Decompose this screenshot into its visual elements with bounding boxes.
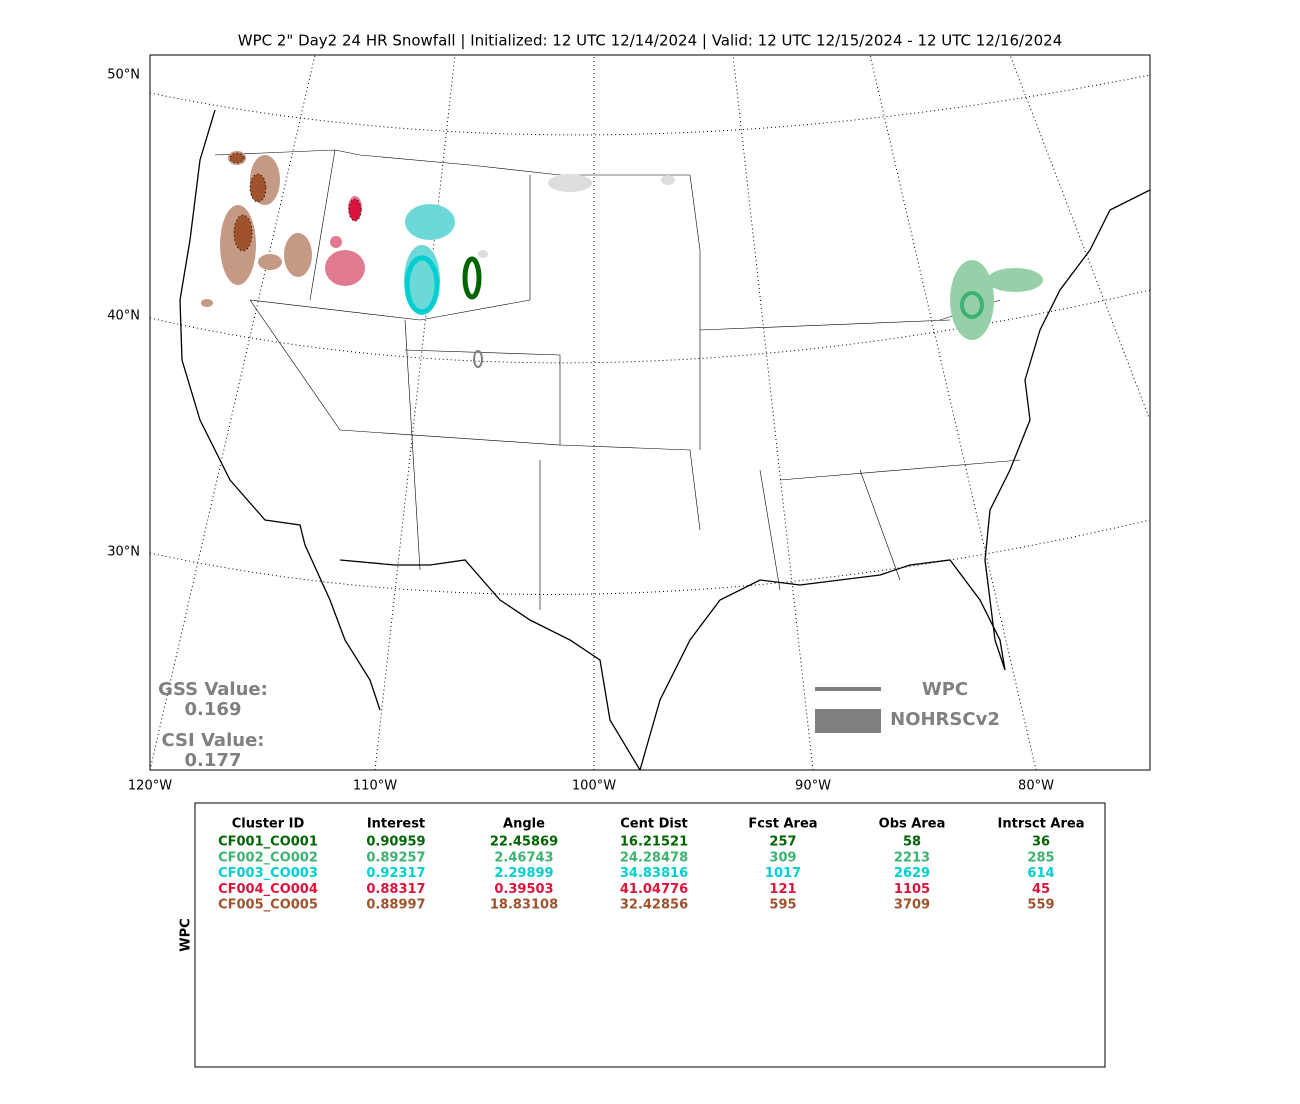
table-cell: CF004_CO004	[218, 882, 318, 897]
legend-label: NOHRSCv2	[890, 709, 1000, 730]
table-cell: 257	[769, 835, 796, 850]
table-cell: 1017	[765, 866, 801, 881]
table-cell: 0.92317	[366, 866, 425, 881]
table-cell: 32.42856	[620, 898, 688, 913]
table-header: Cluster ID	[232, 817, 305, 832]
table-cell: CF005_CO005	[218, 898, 318, 913]
legend-label: WPC	[922, 679, 968, 700]
lon-label: 100°W	[572, 779, 616, 794]
gss-label: GSS Value:	[158, 679, 268, 700]
table-cell: 614	[1027, 866, 1054, 881]
wpc-contour	[233, 214, 253, 252]
lon-label: 80°W	[1018, 779, 1054, 794]
table-side-label: WPC	[179, 918, 194, 951]
scores: GSS Value: 0.169 CSI Value: 0.177	[158, 679, 268, 771]
table-cell: 3709	[894, 898, 930, 913]
snow-area	[405, 204, 455, 240]
lat-label: 40°N	[107, 309, 140, 324]
wpc-contour	[960, 291, 984, 319]
graticule	[149, 74, 1151, 136]
table-cell: 0.39503	[494, 882, 553, 897]
table-cell: 309	[769, 850, 796, 865]
table-cell: 595	[769, 898, 796, 913]
table-cell: 2.46743	[494, 850, 553, 865]
snow-area	[478, 250, 488, 258]
snow-area	[987, 268, 1043, 292]
table-header: Fcst Area	[748, 817, 817, 832]
snow-area	[284, 233, 312, 277]
table-frame	[194, 802, 1106, 1068]
gss-value: 0.169	[185, 699, 242, 720]
table-cell: 0.88997	[366, 898, 425, 913]
table-cell: CF001_CO001	[218, 835, 318, 850]
table-cell: 2213	[894, 850, 930, 865]
wpc-contour	[348, 198, 362, 222]
coastline	[179, 109, 1151, 771]
title: WPC 2" Day2 24 HR Snowfall | Initialized…	[238, 32, 1063, 50]
table-cell: 58	[903, 835, 921, 850]
wpc-contour	[404, 255, 440, 315]
table-cell: 285	[1027, 850, 1054, 865]
legend: WPC NOHRSCv2	[815, 679, 1000, 733]
csi-label: CSI Value:	[162, 730, 265, 751]
snow-area	[950, 260, 994, 340]
snow-area	[201, 299, 213, 307]
table-cell: 0.89257	[366, 850, 425, 865]
wpc-contour	[249, 173, 267, 203]
state-borders	[214, 149, 1021, 610]
table-header: Interest	[367, 817, 425, 832]
snow-area	[258, 254, 282, 270]
table-cell: 41.04776	[620, 882, 688, 897]
lon-label: 120°W	[128, 779, 172, 794]
table-cell: 2629	[894, 866, 930, 881]
snow-area	[330, 236, 342, 248]
wpc-contour	[462, 256, 482, 300]
lon-label: 90°W	[795, 779, 831, 794]
table-cell: 36	[1032, 835, 1050, 850]
snow-areas	[201, 151, 1043, 368]
table-cell: CF002_CO002	[218, 850, 318, 865]
table-cell: 0.88317	[366, 882, 425, 897]
table-header: Obs Area	[879, 817, 946, 832]
snow-area	[325, 250, 365, 286]
lat-label: 30°N	[107, 545, 140, 560]
map	[149, 54, 1151, 771]
lat-label: 50°N	[107, 68, 140, 83]
table-cell: 34.83816	[620, 866, 688, 881]
snow-area	[661, 175, 675, 185]
table-cell: 45	[1032, 882, 1050, 897]
wpc-contour	[229, 152, 245, 164]
snow-area	[548, 174, 592, 192]
table-cell: 121	[769, 882, 796, 897]
table-cell: 16.21521	[620, 835, 688, 850]
table-cell: 24.28478	[620, 850, 688, 865]
table-header: Intrsct Area	[998, 817, 1085, 832]
csi-value: 0.177	[185, 750, 242, 771]
wpc-contour	[473, 350, 483, 368]
table-cell: 2.29899	[494, 866, 553, 881]
table-cell: 1105	[894, 882, 930, 897]
table-cell: 0.90959	[366, 835, 425, 850]
table-header: Cent Dist	[620, 817, 688, 832]
table-cell: 559	[1027, 898, 1054, 913]
table-cell: 18.83108	[490, 898, 558, 913]
legend-patch	[815, 709, 881, 733]
table-cell: 22.45869	[490, 835, 558, 850]
table-cell: CF003_CO003	[218, 866, 318, 881]
table-header: Angle	[503, 817, 545, 832]
lon-label: 110°W	[353, 779, 397, 794]
map-frame	[149, 54, 1151, 771]
